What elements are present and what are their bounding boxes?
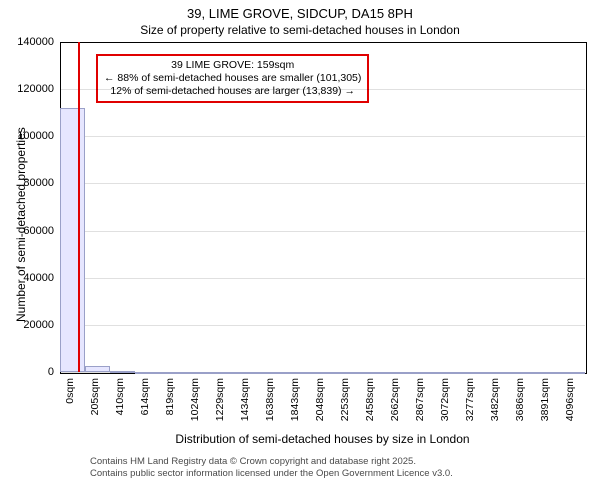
- histogram-bar: [560, 372, 585, 374]
- x-tick-label: 2253sqm: [339, 378, 351, 438]
- x-tick-label: 0sqm: [64, 378, 76, 438]
- x-tick-label: 614sqm: [139, 378, 151, 438]
- x-tick-label: 1434sqm: [239, 378, 251, 438]
- x-tick-label: 4096sqm: [564, 378, 576, 438]
- x-tick-label: 819sqm: [164, 378, 176, 438]
- x-tick-label: 2662sqm: [389, 378, 401, 438]
- histogram-bar: [210, 372, 235, 374]
- histogram-bar: [535, 372, 560, 374]
- histogram-bar: [435, 372, 460, 374]
- x-tick-label: 3072sqm: [439, 378, 451, 438]
- footer: Contains HM Land Registry data © Crown c…: [90, 456, 453, 480]
- y-gridline: [60, 42, 585, 43]
- x-tick-label: 3482sqm: [489, 378, 501, 438]
- x-tick-label: 2458sqm: [364, 378, 376, 438]
- y-gridline: [60, 89, 585, 90]
- x-tick-label: 1638sqm: [264, 378, 276, 438]
- y-gridline: [60, 278, 585, 279]
- y-tick-label: 80000: [0, 177, 54, 189]
- footer-line-2: Contains public sector information licen…: [90, 468, 453, 480]
- annotation-line-1: 39 LIME GROVE: 159sqm: [104, 59, 361, 72]
- y-tick-label: 60000: [0, 225, 54, 237]
- x-tick-label: 1229sqm: [214, 378, 226, 438]
- histogram-bar: [160, 372, 185, 374]
- x-tick-label: 1024sqm: [189, 378, 201, 438]
- histogram-bar: [410, 372, 435, 374]
- y-gridline: [60, 136, 585, 137]
- annotation-line-2: ← 88% of semi-detached houses are smalle…: [104, 72, 361, 85]
- histogram-bar: [335, 372, 360, 374]
- y-tick-label: 0: [0, 366, 54, 378]
- histogram-bar: [60, 108, 85, 372]
- x-tick-label: 3277sqm: [464, 378, 476, 438]
- histogram-bar: [310, 372, 335, 374]
- chart-container: { "title": "39, LIME GROVE, SIDCUP, DA15…: [0, 0, 600, 500]
- x-tick-label: 2867sqm: [414, 378, 426, 438]
- chart-subtitle: Size of property relative to semi-detach…: [0, 23, 600, 37]
- x-tick-label: 1843sqm: [289, 378, 301, 438]
- x-tick-label: 3891sqm: [539, 378, 551, 438]
- histogram-bar: [460, 372, 485, 374]
- y-tick-label: 40000: [0, 272, 54, 284]
- histogram-bar: [235, 372, 260, 374]
- footer-line-1: Contains HM Land Registry data © Crown c…: [90, 456, 453, 468]
- y-tick-label: 20000: [0, 319, 54, 331]
- y-gridline: [60, 231, 585, 232]
- x-tick-label: 2048sqm: [314, 378, 326, 438]
- histogram-bar: [135, 372, 160, 374]
- histogram-bar: [110, 371, 135, 373]
- histogram-bar: [85, 366, 110, 372]
- chart-title: 39, LIME GROVE, SIDCUP, DA15 8PH: [0, 0, 600, 23]
- histogram-bar: [485, 372, 510, 374]
- y-tick-label: 140000: [0, 36, 54, 48]
- x-tick-label: 410sqm: [114, 378, 126, 438]
- y-gridline: [60, 325, 585, 326]
- histogram-bar: [260, 372, 285, 374]
- y-tick-label: 120000: [0, 83, 54, 95]
- x-tick-label: 205sqm: [89, 378, 101, 438]
- annotation-box: 39 LIME GROVE: 159sqm ← 88% of semi-deta…: [96, 54, 369, 103]
- histogram-bar: [385, 372, 410, 374]
- marker-line: [78, 42, 80, 372]
- y-tick-label: 100000: [0, 130, 54, 142]
- y-gridline: [60, 183, 585, 184]
- x-tick-label: 3686sqm: [514, 378, 526, 438]
- histogram-bar: [360, 372, 385, 374]
- histogram-bar: [185, 372, 210, 374]
- histogram-bar: [285, 372, 310, 374]
- histogram-bar: [510, 372, 535, 374]
- annotation-line-3: 12% of semi-detached houses are larger (…: [104, 85, 361, 98]
